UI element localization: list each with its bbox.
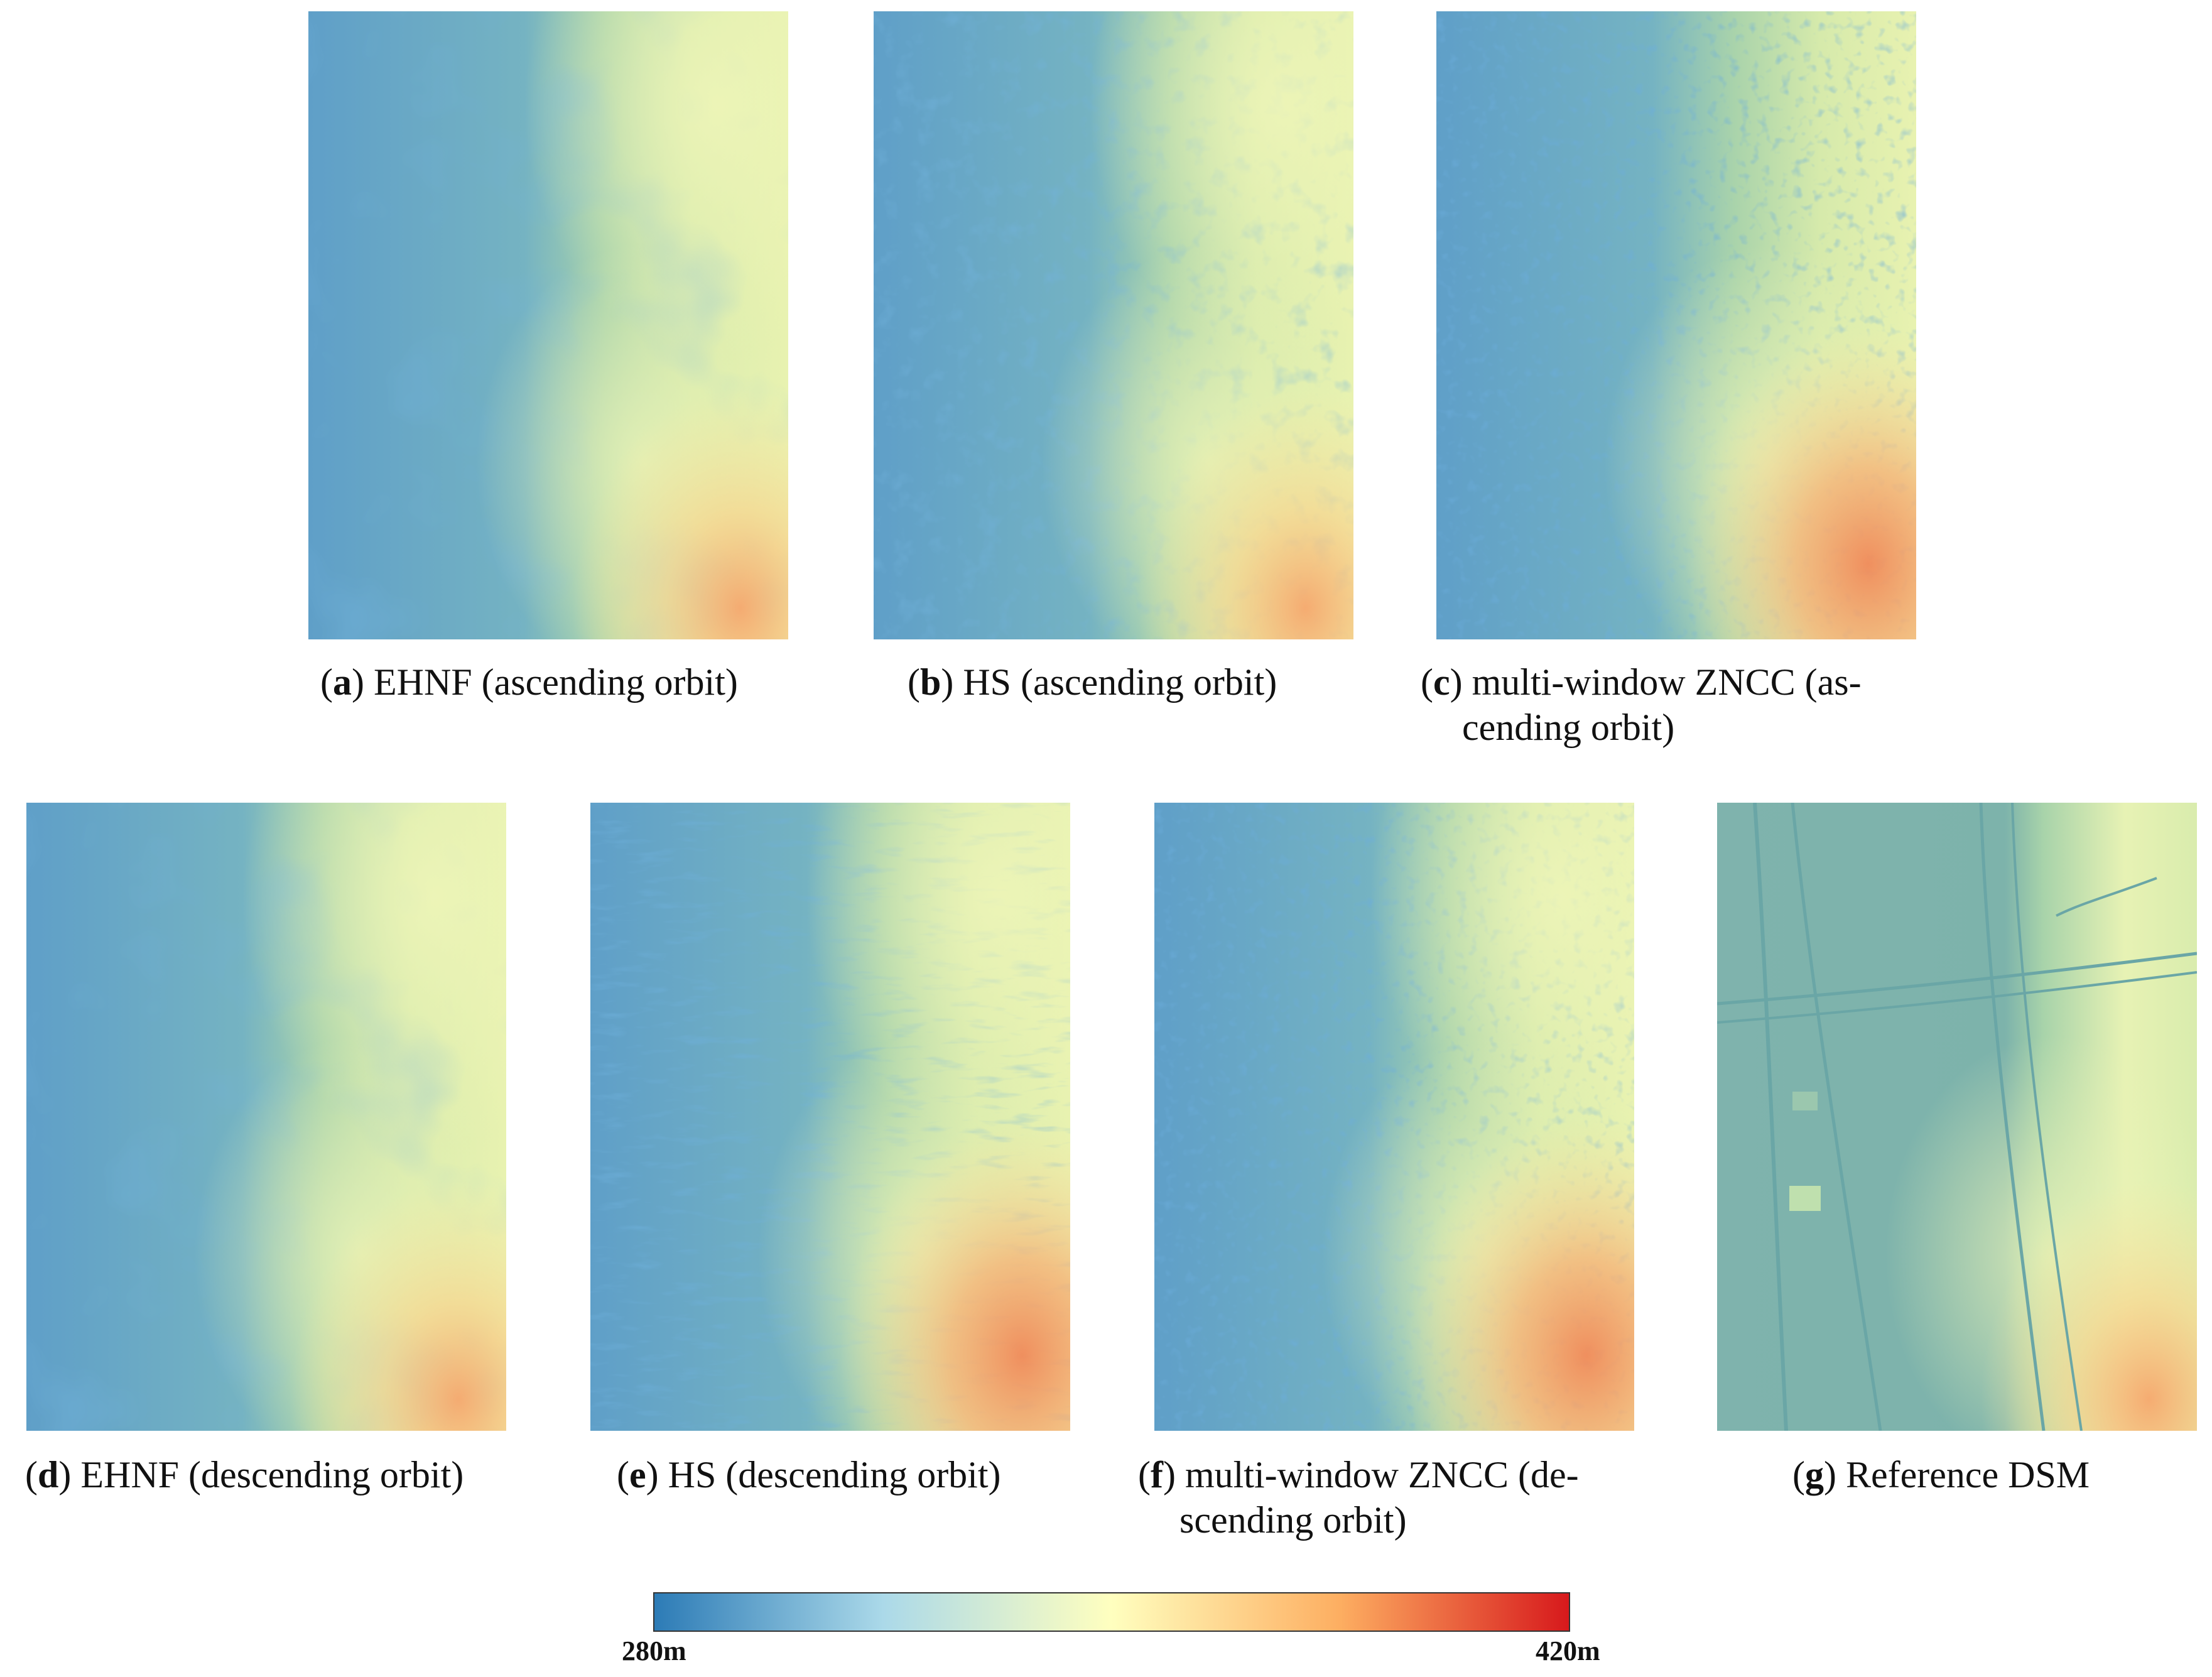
- panel-b-hs-ascending: [874, 11, 1353, 639]
- panel-a-ehnf-ascending: [308, 11, 788, 639]
- panel-f-zncc-descending: [1154, 803, 1634, 1431]
- caption-g: (g) Reference DSM: [1792, 1454, 2090, 1495]
- colorbar-max-label: 420m: [1536, 1636, 1600, 1666]
- elevation-colorbar: [653, 1592, 1570, 1632]
- panel-d-ehnf-descending: [26, 803, 506, 1431]
- caption-b: (b) HS (ascending orbit): [908, 661, 1277, 703]
- caption-c: (c) multi-window ZNCC (as- cending orbit…: [1421, 661, 1862, 748]
- caption-a: (a) EHNF (ascending orbit): [320, 661, 738, 703]
- panel-e-hs-descending: [590, 803, 1070, 1431]
- caption-d: (d) EHNF (descending orbit): [25, 1454, 464, 1495]
- panel-g-reference-dsm: [1717, 803, 2197, 1431]
- caption-f: (f) multi-window ZNCC (de- scending orbi…: [1138, 1454, 1579, 1541]
- caption-e: (e) HS (descending orbit): [617, 1454, 1001, 1495]
- panel-c-zncc-ascending: [1436, 11, 1916, 639]
- colorbar-min-label: 280m: [622, 1636, 686, 1666]
